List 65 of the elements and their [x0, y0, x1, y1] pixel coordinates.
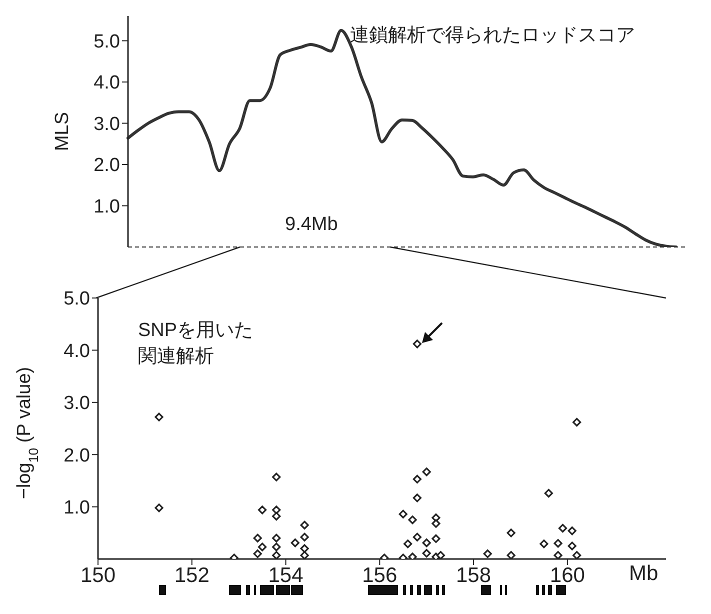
x-tick-label: 156 [362, 564, 398, 587]
y-tick-label: 2.0 [64, 445, 90, 466]
point [272, 506, 281, 514]
point [154, 412, 164, 422]
point [408, 552, 417, 559]
x-tick-label: 154 [268, 564, 304, 587]
point [422, 468, 431, 476]
point [300, 544, 309, 553]
point [432, 519, 440, 528]
y-tick-label: 3.0 [94, 114, 120, 135]
annotation: 9.4Mb [285, 214, 338, 236]
point [554, 539, 562, 548]
y-tick-label: 4.0 [64, 340, 90, 362]
point [572, 418, 582, 427]
point [408, 516, 417, 524]
point [253, 534, 262, 542]
point [540, 540, 548, 548]
point [544, 488, 553, 498]
x-tick-label: 160 [550, 564, 585, 587]
annotation: SNPを用いた [138, 319, 254, 343]
y-tick-label: 1.0 [94, 196, 120, 218]
point [412, 474, 422, 484]
point [554, 551, 562, 559]
annotation: 連鎖解析で得られたロッドスコア [350, 24, 635, 48]
point [300, 520, 309, 530]
point [272, 472, 281, 482]
point [300, 532, 309, 542]
point [568, 542, 576, 550]
point [572, 551, 582, 559]
point [483, 549, 492, 558]
y-axis-title: MLS [52, 112, 73, 152]
point [154, 504, 164, 512]
point [412, 340, 422, 348]
point [253, 549, 262, 558]
y-tick-label: 5.0 [94, 31, 120, 52]
point [412, 532, 422, 542]
point [258, 542, 267, 552]
point [300, 551, 309, 559]
point [398, 510, 408, 518]
y-tick-label: 5.0 [64, 288, 90, 310]
x-axis-title: Mb [629, 562, 658, 586]
point [412, 494, 422, 502]
point [422, 548, 431, 558]
point [432, 534, 440, 543]
annotation: 関連解析 [138, 345, 214, 369]
y-tick-label: 4.0 [94, 72, 120, 94]
x-tick-label: 152 [174, 564, 210, 587]
point [404, 540, 412, 548]
y-tick-label: 2.0 [94, 155, 120, 176]
point [506, 551, 516, 559]
point [506, 528, 516, 538]
point [568, 526, 576, 536]
point [272, 534, 281, 542]
y-tick-label: 3.0 [64, 393, 90, 414]
point [558, 524, 568, 532]
y-tick-label: 1.0 [64, 498, 90, 519]
point [422, 538, 431, 548]
point [272, 542, 281, 552]
point [290, 538, 300, 548]
point [272, 551, 281, 559]
x-tick-label: 150 [80, 564, 116, 587]
x-tick-label: 158 [456, 564, 492, 587]
point [258, 506, 267, 514]
point [436, 551, 445, 559]
point [272, 512, 281, 520]
